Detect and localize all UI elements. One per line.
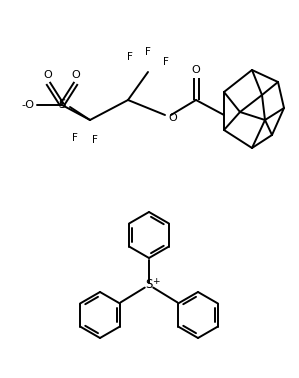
Text: F: F xyxy=(127,52,133,62)
Text: O: O xyxy=(72,70,80,80)
Text: -O: -O xyxy=(22,100,34,110)
Text: S: S xyxy=(58,99,66,112)
Text: O: O xyxy=(44,70,52,80)
Text: F: F xyxy=(145,47,151,57)
Text: S: S xyxy=(145,279,153,291)
Text: +: + xyxy=(152,277,160,287)
Text: F: F xyxy=(72,133,78,143)
Text: O: O xyxy=(169,113,177,123)
Text: O: O xyxy=(192,65,200,75)
Text: F: F xyxy=(163,57,169,67)
Text: F: F xyxy=(92,135,98,145)
